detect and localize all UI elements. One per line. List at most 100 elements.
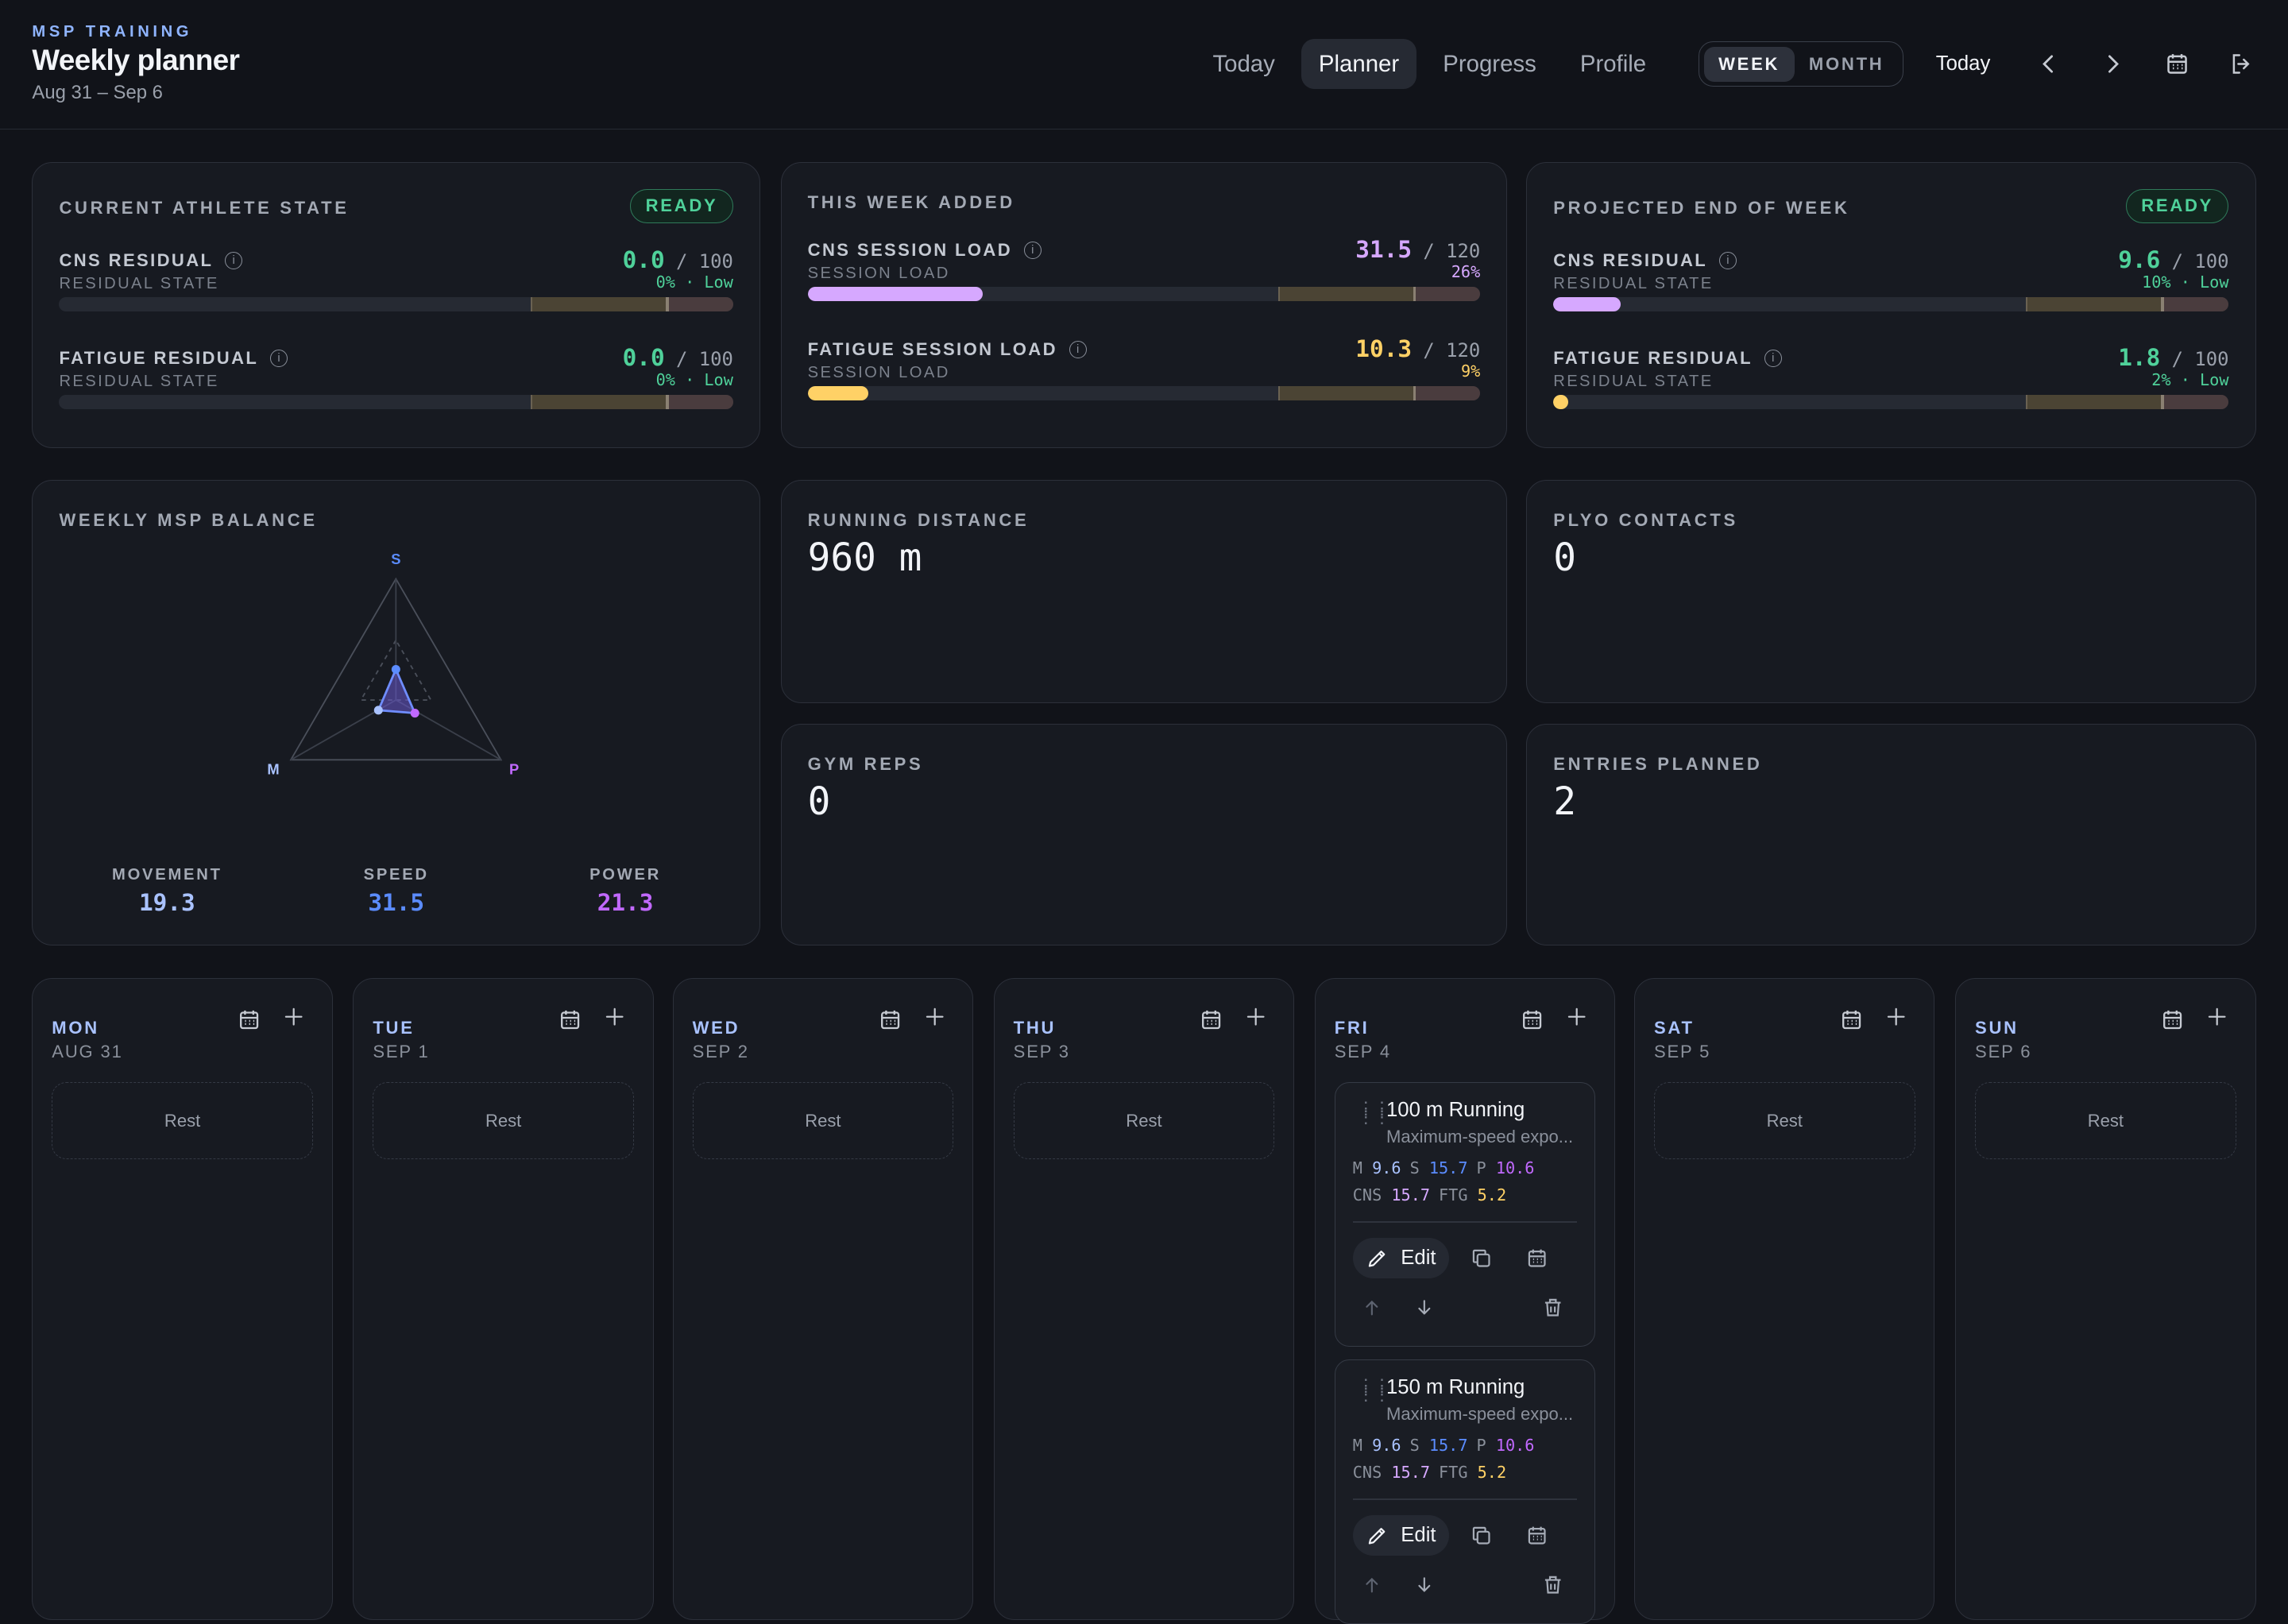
m-value: 9.6 [1372, 1158, 1401, 1178]
rest-placeholder[interactable]: Rest [1975, 1081, 2236, 1160]
edit-button[interactable]: Edit [1352, 1514, 1449, 1556]
metric-max: / 100 [2171, 249, 2229, 273]
week-range: Aug 31 – Sep 6 [32, 81, 163, 103]
add-entry-button[interactable] [1884, 1005, 1907, 1034]
radar-label-s: S [392, 551, 401, 567]
projected-cns-metric: CNS RESIDUAL i RESIDUAL STATE 9.6 / 100 1… [1553, 246, 2229, 327]
info-icon[interactable]: i [269, 350, 288, 368]
metric-label: CNS SESSION LOAD [807, 240, 1012, 261]
p-value: 10.6 [1495, 1158, 1535, 1178]
ftg-label: FTG [1439, 1185, 1468, 1204]
power-label: POWER [589, 866, 662, 884]
info-icon[interactable]: i [1069, 340, 1087, 359]
rest-placeholder[interactable]: Rest [373, 1081, 634, 1160]
trash-icon[interactable] [1541, 1573, 1564, 1603]
metric-percent: 26% [1451, 261, 1481, 281]
stat-value: 960 m [807, 536, 922, 581]
calendar-icon[interactable] [1839, 1007, 1864, 1038]
day-date: SEP 4 [1334, 1041, 1391, 1061]
movement-value: 19.3 [138, 888, 195, 916]
rest-placeholder[interactable]: Rest [1013, 1081, 1275, 1160]
logout-icon[interactable] [2224, 47, 2259, 82]
view-month-button[interactable]: MONTH [1808, 53, 1884, 74]
day-column: FRI SEP 4 ⋮⋮ ⋮⋮ 100 m Running Maximum-spe… [1314, 977, 1616, 1624]
calendar-icon[interactable] [1199, 1007, 1223, 1038]
fatigue-residual-metric: FATIGUE RESIDUAL i RESIDUAL STATE 0.0 / 1… [59, 344, 733, 424]
move-to-date-calendar-icon[interactable] [1525, 1524, 1548, 1553]
calendar-icon[interactable] [2160, 1007, 2185, 1038]
info-icon[interactable]: i [1764, 350, 1782, 368]
add-entry-button[interactable] [2205, 1005, 2228, 1034]
residual-bar [1553, 394, 2229, 410]
stat-value: 0 [807, 779, 831, 824]
entry-card[interactable]: ⋮⋮ ⋮⋮ 100 m Running Maximum-speed expo...… [1334, 1081, 1596, 1347]
calendar-icon[interactable] [558, 1007, 582, 1038]
drag-handle-icon[interactable]: ⋮⋮ ⋮⋮ [1357, 1375, 1390, 1404]
calendar-icon[interactable] [1520, 1007, 1544, 1038]
cns-session-load-metric: CNS SESSION LOAD i SESSION LOAD 31.5 / 12… [807, 236, 1481, 316]
calendar-icon[interactable] [2159, 47, 2194, 82]
add-entry-button[interactable] [1565, 1005, 1588, 1034]
entry-title: 100 m Running [1386, 1099, 1525, 1122]
trash-icon[interactable] [1541, 1296, 1564, 1325]
chevron-left-icon[interactable] [2031, 47, 2066, 82]
entries-planned-card: ENTRIES PLANNED 2 [1526, 724, 2256, 946]
add-entry-button[interactable] [1244, 1005, 1267, 1034]
today-button[interactable]: Today [1935, 52, 1991, 75]
calendar-icon[interactable] [878, 1007, 902, 1038]
rest-placeholder[interactable]: Rest [52, 1081, 313, 1160]
metric-label: CNS RESIDUAL [1553, 250, 1708, 271]
add-entry-button[interactable] [923, 1005, 946, 1034]
move-down-icon[interactable] [1414, 1297, 1435, 1324]
info-icon[interactable]: i [225, 251, 243, 270]
nav-progress[interactable]: Progress [1443, 50, 1536, 77]
edit-button[interactable]: Edit [1352, 1237, 1449, 1279]
metric-sublabel: RESIDUAL STATE [1553, 275, 1714, 293]
metric-percent: 10% · Low [2142, 272, 2229, 292]
rest-placeholder[interactable]: Rest [692, 1081, 954, 1160]
m-value: 9.6 [1372, 1436, 1401, 1456]
edit-label: Edit [1401, 1523, 1436, 1546]
move-to-date-calendar-icon[interactable] [1525, 1247, 1548, 1276]
entry-card[interactable]: ⋮⋮ ⋮⋮ 150 m Running Maximum-speed expo...… [1334, 1359, 1596, 1624]
status-badge: READY [2125, 188, 2229, 223]
calendar-icon[interactable] [237, 1007, 261, 1038]
movement-label: MOVEMENT [112, 866, 222, 884]
residual-bar [59, 394, 733, 410]
residual-bar [59, 296, 733, 312]
rest-placeholder[interactable]: Rest [1653, 1081, 1915, 1160]
drag-handle-icon[interactable]: ⋮⋮ ⋮⋮ [1357, 1097, 1390, 1127]
info-icon[interactable]: i [1718, 251, 1737, 270]
chevron-right-icon[interactable] [2096, 47, 2131, 82]
stat-label: GYM REPS [807, 753, 924, 774]
day-date: SEP 5 [1653, 1041, 1711, 1061]
move-up-icon[interactable] [1362, 1575, 1382, 1602]
day-date: SEP 3 [1013, 1041, 1070, 1061]
duplicate-icon[interactable] [1470, 1247, 1493, 1276]
m-label: M [1352, 1436, 1362, 1456]
msp-balance-card: WEEKLY MSP BALANCE S M P MOVEMENT 19.3 S… [32, 480, 760, 946]
metric-value: 1.8 [2118, 343, 2161, 371]
add-entry-button[interactable] [603, 1005, 626, 1034]
nav-planner[interactable]: Planner [1301, 39, 1417, 90]
nav-today[interactable]: Today [1212, 50, 1275, 77]
entry-title: 150 m Running [1386, 1376, 1525, 1399]
add-entry-button[interactable] [282, 1005, 305, 1034]
radar-point-movement [374, 706, 384, 715]
load-bar [807, 385, 1481, 401]
entry-load-row: CNS 15.7 FTG 5.2 [1353, 1185, 1515, 1204]
speed-label: SPEED [363, 866, 429, 884]
duplicate-icon[interactable] [1470, 1524, 1493, 1553]
view-week-button[interactable]: WEEK [1703, 46, 1795, 82]
entry-msp-row: M 9.6 S 15.7 P 10.6 [1353, 1158, 1544, 1177]
nav-profile[interactable]: Profile [1579, 50, 1647, 77]
radar-point-speed [392, 664, 401, 674]
day-date: SEP 1 [373, 1041, 430, 1061]
move-up-icon[interactable] [1362, 1297, 1382, 1324]
metric-value: 10.3 [1355, 334, 1413, 362]
metric-max: / 100 [676, 249, 733, 273]
card-title: CURRENT ATHLETE STATE [59, 197, 350, 218]
info-icon[interactable]: i [1023, 242, 1042, 260]
move-down-icon[interactable] [1414, 1575, 1435, 1602]
metric-max: / 100 [2171, 347, 2229, 370]
